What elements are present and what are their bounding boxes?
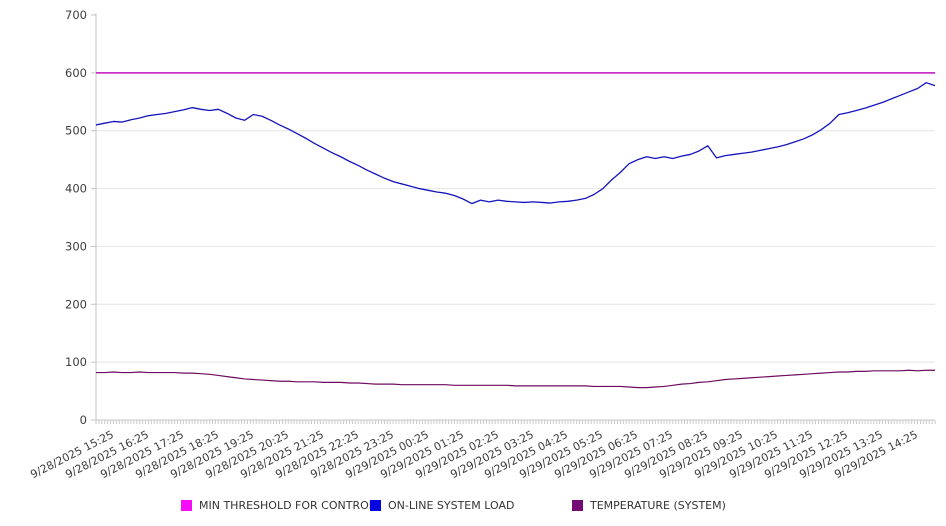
y-axis-tick-label: 200 [65,297,87,311]
legend-item-temperature-system[interactable]: TEMPERATURE (SYSTEM) [572,497,726,513]
series-line [96,369,935,389]
y-axis-tick-label: 0 [80,413,87,427]
y-axis-tick-label: 700 [65,8,87,22]
y-axis-tick-label: 600 [65,66,87,80]
y-axis-tick-label: 400 [65,182,87,196]
legend-label: MIN THRESHOLD FOR CONTROL [199,498,375,512]
y-axis-tick-label: 500 [65,124,87,138]
legend-label: TEMPERATURE (SYSTEM) [590,498,726,512]
legend-item-online-system-load[interactable]: ON-LINE SYSTEM LOAD [370,497,514,513]
y-axis-tick-label: 100 [65,355,87,369]
series-line [95,82,936,205]
min-threshold-swatch-icon [181,499,192,511]
temperature-system-swatch-icon [572,499,583,511]
legend-label: ON-LINE SYSTEM LOAD [388,498,515,512]
chart-legend: MIN THRESHOLD FOR CONTROL ON-LINE SYSTEM… [0,497,946,517]
legend-item-min-threshold[interactable]: MIN THRESHOLD FOR CONTROL [181,497,375,513]
y-axis-tick-label: 300 [65,239,87,253]
online-system-load-swatch-icon [370,499,381,511]
